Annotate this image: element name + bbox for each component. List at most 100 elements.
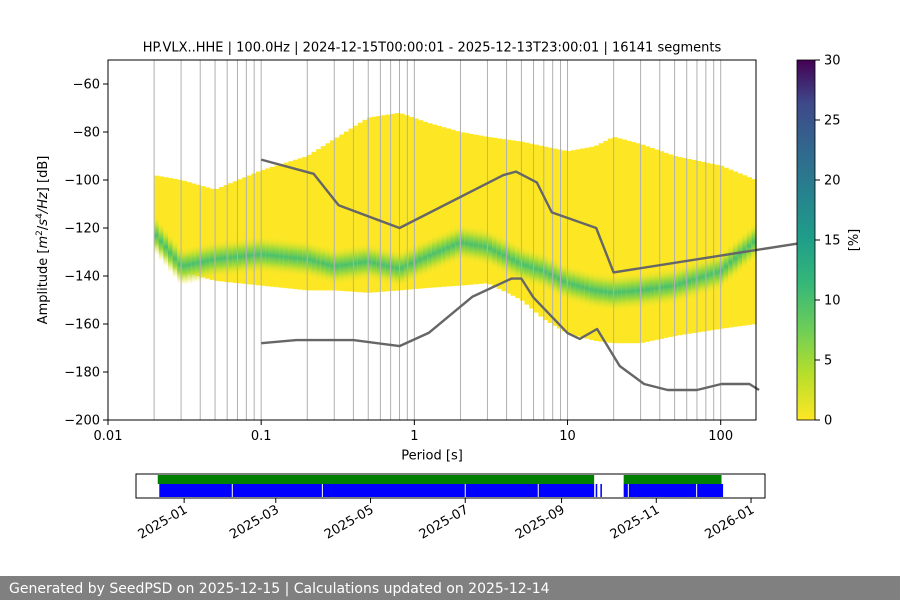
psd-mode-band — [547, 255, 553, 294]
colorbar-gradient — [796, 59, 816, 421]
psd-column — [408, 116, 414, 290]
psd-column — [205, 187, 211, 279]
psd-mode-band — [288, 238, 294, 277]
psd-mode-band — [228, 238, 234, 277]
psd-column — [556, 149, 563, 329]
colorbar: 0 5 10 15 20 25 30 [%] — [796, 54, 862, 429]
psd-mode-band — [168, 233, 174, 273]
timeline-tick-label: 2025-05 — [322, 502, 377, 542]
psd-mode-band — [209, 240, 215, 280]
psd-column — [242, 177, 248, 284]
period-grid — [153, 60, 722, 420]
y-tick-label: −180 — [64, 366, 100, 381]
psd-column — [501, 139, 507, 292]
psd-column — [529, 143, 535, 309]
psd-mode-band — [362, 242, 368, 282]
psd-column — [367, 117, 373, 293]
psd-column — [505, 139, 512, 294]
psd-column — [269, 166, 276, 287]
psd-column — [626, 140, 632, 344]
psd-column — [718, 165, 725, 329]
psd-column — [617, 138, 623, 344]
psd-mode-band — [658, 268, 664, 307]
psd-column — [168, 178, 174, 254]
psd-mode-band — [538, 251, 544, 290]
psd-mode-band — [746, 226, 752, 266]
psd-mode-band — [279, 237, 285, 276]
psd-column — [376, 116, 382, 292]
psd-column — [246, 175, 252, 285]
psd-mode-band — [348, 244, 354, 284]
psd-mode-band — [621, 272, 627, 312]
psd-mode-band — [561, 262, 567, 301]
psd-mode-band — [714, 253, 720, 292]
psd-column — [302, 156, 308, 291]
psd-mode-band — [302, 239, 308, 279]
psd-column — [418, 120, 424, 289]
psd-column — [543, 146, 549, 321]
psd-column — [524, 142, 530, 305]
psd-column — [306, 154, 313, 291]
psd-mode-band — [732, 239, 739, 278]
psd-mode-band — [390, 248, 396, 287]
psd-column — [320, 146, 327, 291]
psd-column — [510, 140, 516, 296]
psd-column — [478, 135, 484, 284]
psd-column — [533, 144, 539, 313]
psd-column — [450, 129, 456, 287]
psd-mode-band — [617, 273, 623, 312]
psd-column — [404, 115, 410, 290]
y-tick-label: −80 — [73, 126, 100, 141]
psd-mode-band — [158, 222, 164, 261]
psd-column — [325, 143, 331, 291]
psd-mode-band — [677, 264, 683, 304]
psd-mode-band — [580, 267, 586, 307]
psd-mode-band — [473, 225, 479, 265]
psd-column — [473, 134, 479, 285]
psd-mode-band — [445, 228, 452, 267]
psd-mode-band — [640, 270, 646, 310]
timeline-tick-label: 2025-11 — [608, 502, 663, 542]
colorbar-ticks: 0 5 10 15 20 25 30 — [815, 54, 841, 429]
psd-mode-band — [376, 244, 382, 284]
psd-mode-band — [566, 264, 572, 303]
psd-mode-band — [232, 237, 239, 277]
psd-column — [297, 158, 303, 290]
psd-mode-band — [436, 232, 442, 271]
colorbar-tick-label: 10 — [824, 294, 841, 309]
psd-column — [677, 157, 683, 336]
y-axis-label: Amplitude [m2/s4/Hz] [dB] — [35, 156, 51, 325]
psd-mode-band — [672, 266, 678, 305]
y-tick-label: −140 — [64, 270, 100, 285]
psd-column — [621, 139, 627, 344]
psd-mode-band — [441, 230, 447, 269]
data-coverage-bar — [159, 484, 595, 497]
psd-mode-band — [505, 238, 512, 277]
psd-column — [311, 151, 317, 291]
nlnm-line — [261, 277, 760, 392]
psd-column — [288, 161, 294, 289]
psd-column — [681, 158, 688, 335]
psd-mode-band — [654, 268, 660, 308]
psd-mode-band — [255, 235, 262, 274]
psd-plot-area — [107, 59, 806, 421]
psd-mode-band — [450, 226, 456, 265]
psd-column — [445, 128, 452, 287]
colorbar-tick-label: 15 — [824, 234, 841, 249]
y-axis: −60 −80 −100 −120 −140 −160 −180 −200 — [64, 78, 108, 429]
psd-mode-band — [237, 237, 243, 276]
psd-mode-band — [311, 241, 317, 281]
psd-column — [593, 145, 600, 342]
psd-mode-band — [371, 243, 377, 283]
psd-mode-band — [422, 238, 428, 277]
psd-column — [584, 147, 590, 339]
psd-mode-band — [394, 249, 401, 288]
psd-mode-band — [385, 246, 391, 286]
psd-mode-band — [487, 229, 493, 268]
nhnm-line — [260, 158, 806, 274]
psd-mode-band — [214, 239, 220, 279]
psd-mode-band — [186, 245, 192, 284]
psd-column — [464, 133, 470, 286]
psd-mode-band — [700, 257, 706, 296]
colorbar-tick-label: 25 — [824, 114, 841, 129]
